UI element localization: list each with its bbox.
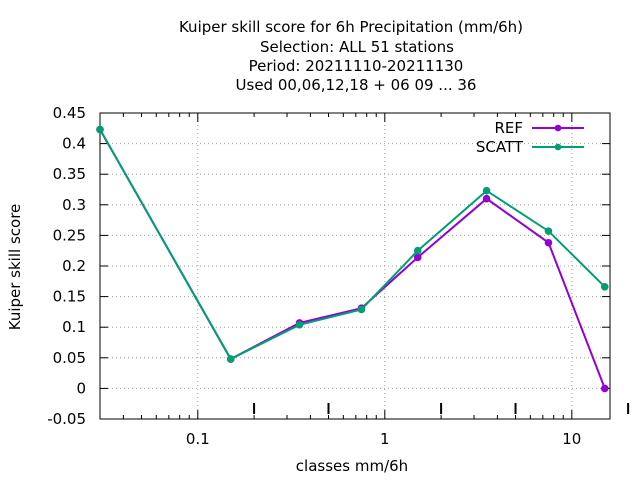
- data-point-scatt: [96, 125, 104, 134]
- y-tick-label: 0.35: [53, 165, 86, 183]
- y-tick-label: 0.4: [62, 135, 86, 153]
- y-tick-label: -0.05: [47, 410, 86, 428]
- axis-ticks: [100, 112, 630, 420]
- data-point-scatt: [413, 246, 422, 255]
- y-tick-label: 0: [76, 379, 86, 397]
- legend-label-scatt: SCATT: [476, 138, 524, 156]
- data-point-scatt: [544, 227, 553, 235]
- series-line-scatt: [99, 129, 606, 361]
- legend-marker-scatt: [554, 143, 562, 151]
- x-tick-label: 0.1: [186, 430, 210, 448]
- data-point-scatt: [295, 320, 304, 329]
- chart-title-line-3: Period: 20211110-20211130: [249, 57, 464, 75]
- legend-marker-ref: [554, 124, 562, 132]
- x-tick-label: 1: [380, 430, 390, 448]
- y-axis-label: Kuiper skill score: [6, 204, 24, 331]
- chart-title-line-2: Selection: ALL 51 stations: [260, 38, 454, 56]
- y-tick-label: 0.25: [53, 226, 86, 244]
- x-tick-label: 10: [562, 430, 581, 448]
- y-tick-label: 0.45: [53, 104, 86, 122]
- legend-label-ref: REF: [494, 119, 523, 137]
- data-point-scatt: [357, 305, 366, 314]
- chart-title-line-1: Kuiper skill score for 6h Precipitation …: [179, 18, 523, 36]
- data-point-ref: [600, 384, 609, 393]
- y-tick-label: 0.3: [62, 196, 86, 214]
- series-layer: [96, 125, 609, 393]
- tick-labels: 0.45 0.4 0.35 0.3 0.25 0.2 0.15 0.1 0.05 0 -0.05 0.…: [47, 104, 581, 448]
- y-tick-label: 0.2: [62, 257, 86, 275]
- data-point-scatt: [226, 355, 235, 363]
- y-tick-label: 0.15: [53, 288, 86, 306]
- x-axis-label: classes mm/6h: [296, 457, 408, 475]
- data-point-scatt: [600, 283, 609, 291]
- data-point-ref: [413, 253, 422, 262]
- series-line-ref: [99, 129, 606, 389]
- gridlines: [100, 113, 610, 419]
- chart-title-line-4: Used 00,06,12,18 + 06 09 ... 36: [236, 76, 477, 94]
- data-point-ref: [544, 238, 553, 247]
- data-point-ref: [482, 194, 491, 203]
- y-tick-label: 0.1: [62, 318, 86, 336]
- y-tick-label: 0.05: [53, 349, 86, 367]
- data-point-scatt: [482, 186, 491, 195]
